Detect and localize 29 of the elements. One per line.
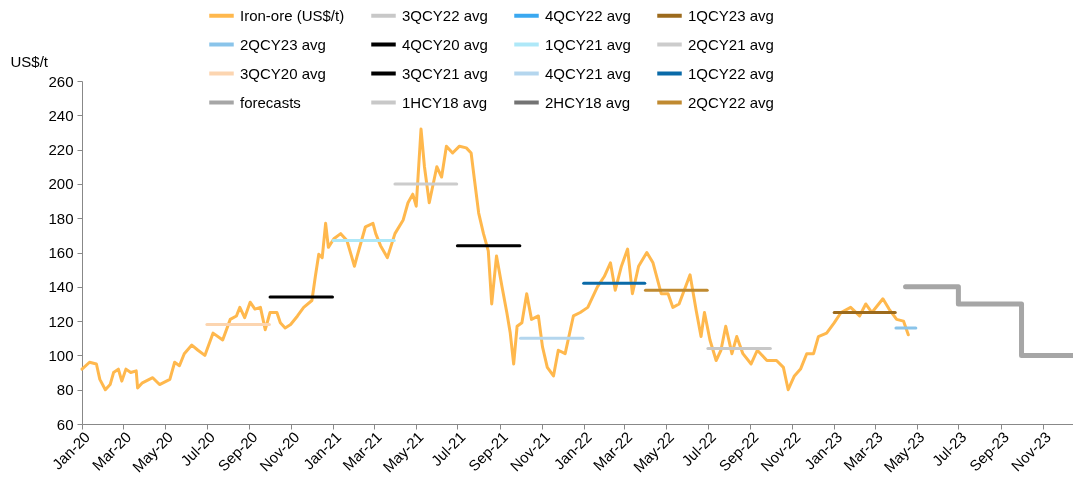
legend-label: 2HCY18 avg [545, 93, 631, 111]
y-tick-label: 220 [48, 141, 74, 159]
legend-label: 4QCY21 avg [545, 64, 631, 82]
y-tick-label: 140 [48, 278, 74, 296]
y-axis-title: US$/t [10, 52, 49, 70]
legend-label: 3QCY21 avg [402, 64, 488, 82]
legend-label: 1HCY18 avg [402, 93, 488, 111]
legend-label: 1QCY21 avg [545, 35, 631, 53]
legend-label: 1QCY23 avg [688, 6, 774, 24]
legend-label: forecasts [240, 93, 301, 111]
legend-label: 2QCY21 avg [688, 35, 774, 53]
y-tick-label: 60 [56, 415, 74, 433]
legend-label: 2QCY22 avg [688, 93, 774, 111]
legend-label: 3QCY22 avg [402, 6, 488, 24]
line-series [80, 127, 910, 392]
legend-label: Iron-ore (US$/t) [240, 6, 345, 24]
legend-label: 2QCY23 avg [240, 35, 326, 53]
y-tick-label: 120 [48, 312, 74, 330]
y-tick-label: 100 [48, 346, 74, 364]
y-tick-label: 200 [48, 175, 74, 193]
legend-label: 4QCY22 avg [545, 6, 631, 24]
legend-label: 3QCY20 avg [240, 64, 326, 82]
y-tick-label: 180 [48, 209, 74, 227]
y-tick-label: 260 [48, 72, 74, 90]
y-tick-label: 80 [56, 381, 74, 399]
y-tick-label: 160 [48, 244, 74, 261]
legend-label: 1QCY22 avg [688, 64, 774, 82]
y-tick-label: 240 [48, 106, 74, 124]
legend-label: 4QCY20 avg [402, 35, 488, 53]
